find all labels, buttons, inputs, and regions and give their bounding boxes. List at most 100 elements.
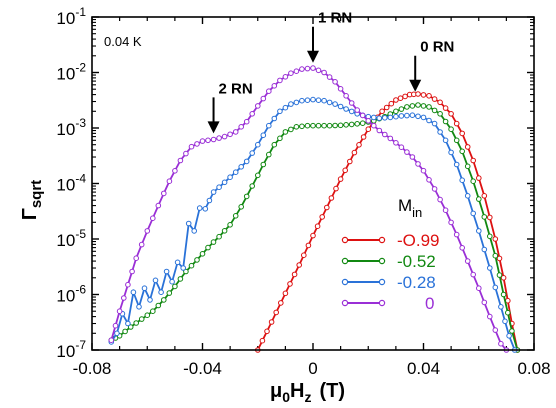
data-point xyxy=(249,150,255,156)
data-point xyxy=(243,158,250,165)
data-point xyxy=(343,93,349,99)
legend-marker xyxy=(341,299,349,307)
data-point xyxy=(282,290,289,297)
data-point xyxy=(254,103,261,109)
data-point xyxy=(415,161,421,167)
data-point xyxy=(448,219,454,226)
data-point xyxy=(304,65,311,72)
data-point xyxy=(437,99,443,106)
data-point xyxy=(291,271,298,278)
data-point xyxy=(431,107,438,114)
data-point xyxy=(470,178,477,184)
data-point xyxy=(260,95,267,102)
data-point xyxy=(238,124,244,130)
data-point xyxy=(500,291,507,298)
data-point xyxy=(437,196,443,203)
data-point xyxy=(296,262,303,268)
series-line xyxy=(256,93,519,351)
data-point xyxy=(299,97,305,104)
data-point xyxy=(431,120,438,127)
data-point xyxy=(332,79,338,85)
data-point xyxy=(328,195,335,201)
data-point xyxy=(383,104,390,111)
data-point xyxy=(166,290,173,296)
data-point xyxy=(299,123,305,130)
data-point xyxy=(459,130,466,137)
data-point xyxy=(382,115,388,121)
data-point xyxy=(125,320,131,327)
data-point xyxy=(348,108,355,115)
data-point xyxy=(409,154,416,160)
data-point xyxy=(379,108,385,115)
data-point xyxy=(476,175,482,181)
data-point xyxy=(343,122,349,128)
data-point xyxy=(310,122,316,129)
data-point xyxy=(205,137,211,144)
data-point xyxy=(138,241,145,248)
series--O.99 xyxy=(254,91,521,353)
data-point xyxy=(502,318,508,325)
data-point xyxy=(277,108,283,115)
data-point xyxy=(216,135,222,141)
data-point xyxy=(371,122,377,129)
data-point xyxy=(293,99,300,106)
data-point xyxy=(420,114,427,121)
data-point xyxy=(183,150,189,157)
legend-title: Min xyxy=(398,196,422,220)
series--0.28 xyxy=(108,96,518,353)
data-point xyxy=(464,163,471,170)
annotation-arrow-head xyxy=(207,121,220,134)
data-point xyxy=(420,167,427,174)
data-point xyxy=(114,330,120,337)
data-point xyxy=(420,103,427,109)
data-point xyxy=(415,113,421,120)
data-point xyxy=(354,121,361,127)
annotation-arrow-head xyxy=(307,50,319,63)
legend-items: -O.99 -0.52 -0.28 0 xyxy=(341,231,440,313)
data-point xyxy=(129,268,135,275)
data-point xyxy=(293,68,300,74)
data-point xyxy=(453,137,460,144)
data-point xyxy=(365,126,372,132)
data-point xyxy=(304,97,311,103)
data-point xyxy=(183,268,189,275)
data-point xyxy=(351,149,358,156)
data-point xyxy=(202,206,209,212)
data-point xyxy=(404,112,410,119)
data-point xyxy=(453,231,460,238)
data-point xyxy=(266,88,272,94)
data-point xyxy=(315,67,322,74)
y-tick-label: 10-3 xyxy=(56,116,86,139)
legend-item: 0 xyxy=(341,294,434,313)
y-tick-label: 10-2 xyxy=(56,61,86,84)
data-point xyxy=(365,118,372,124)
data-point xyxy=(112,322,119,329)
data-point xyxy=(393,113,399,120)
x-tick-label: -0.04 xyxy=(183,359,222,378)
data-point xyxy=(133,255,139,262)
data-point xyxy=(305,242,312,249)
data-point xyxy=(426,93,432,99)
data-point xyxy=(144,312,151,319)
data-point xyxy=(249,183,255,189)
data-point xyxy=(282,129,289,135)
annotation-label: 0 RN xyxy=(420,39,454,56)
data-point xyxy=(259,337,266,344)
data-point xyxy=(288,70,294,76)
data-point xyxy=(216,184,222,190)
data-point xyxy=(333,185,339,192)
data-point xyxy=(188,262,195,269)
data-point xyxy=(487,214,493,221)
data-point xyxy=(470,271,477,278)
y-tick-label: 10-1 xyxy=(56,5,86,28)
data-point xyxy=(319,214,326,220)
data-point xyxy=(404,104,410,110)
annotation: 2 RN xyxy=(207,80,253,134)
data-point xyxy=(371,114,377,121)
series-0 xyxy=(108,65,510,353)
data-point xyxy=(321,122,327,129)
data-point xyxy=(500,275,507,281)
data-point xyxy=(264,328,270,335)
data-point xyxy=(437,129,443,135)
annotation-label: 2 RN xyxy=(219,80,253,97)
